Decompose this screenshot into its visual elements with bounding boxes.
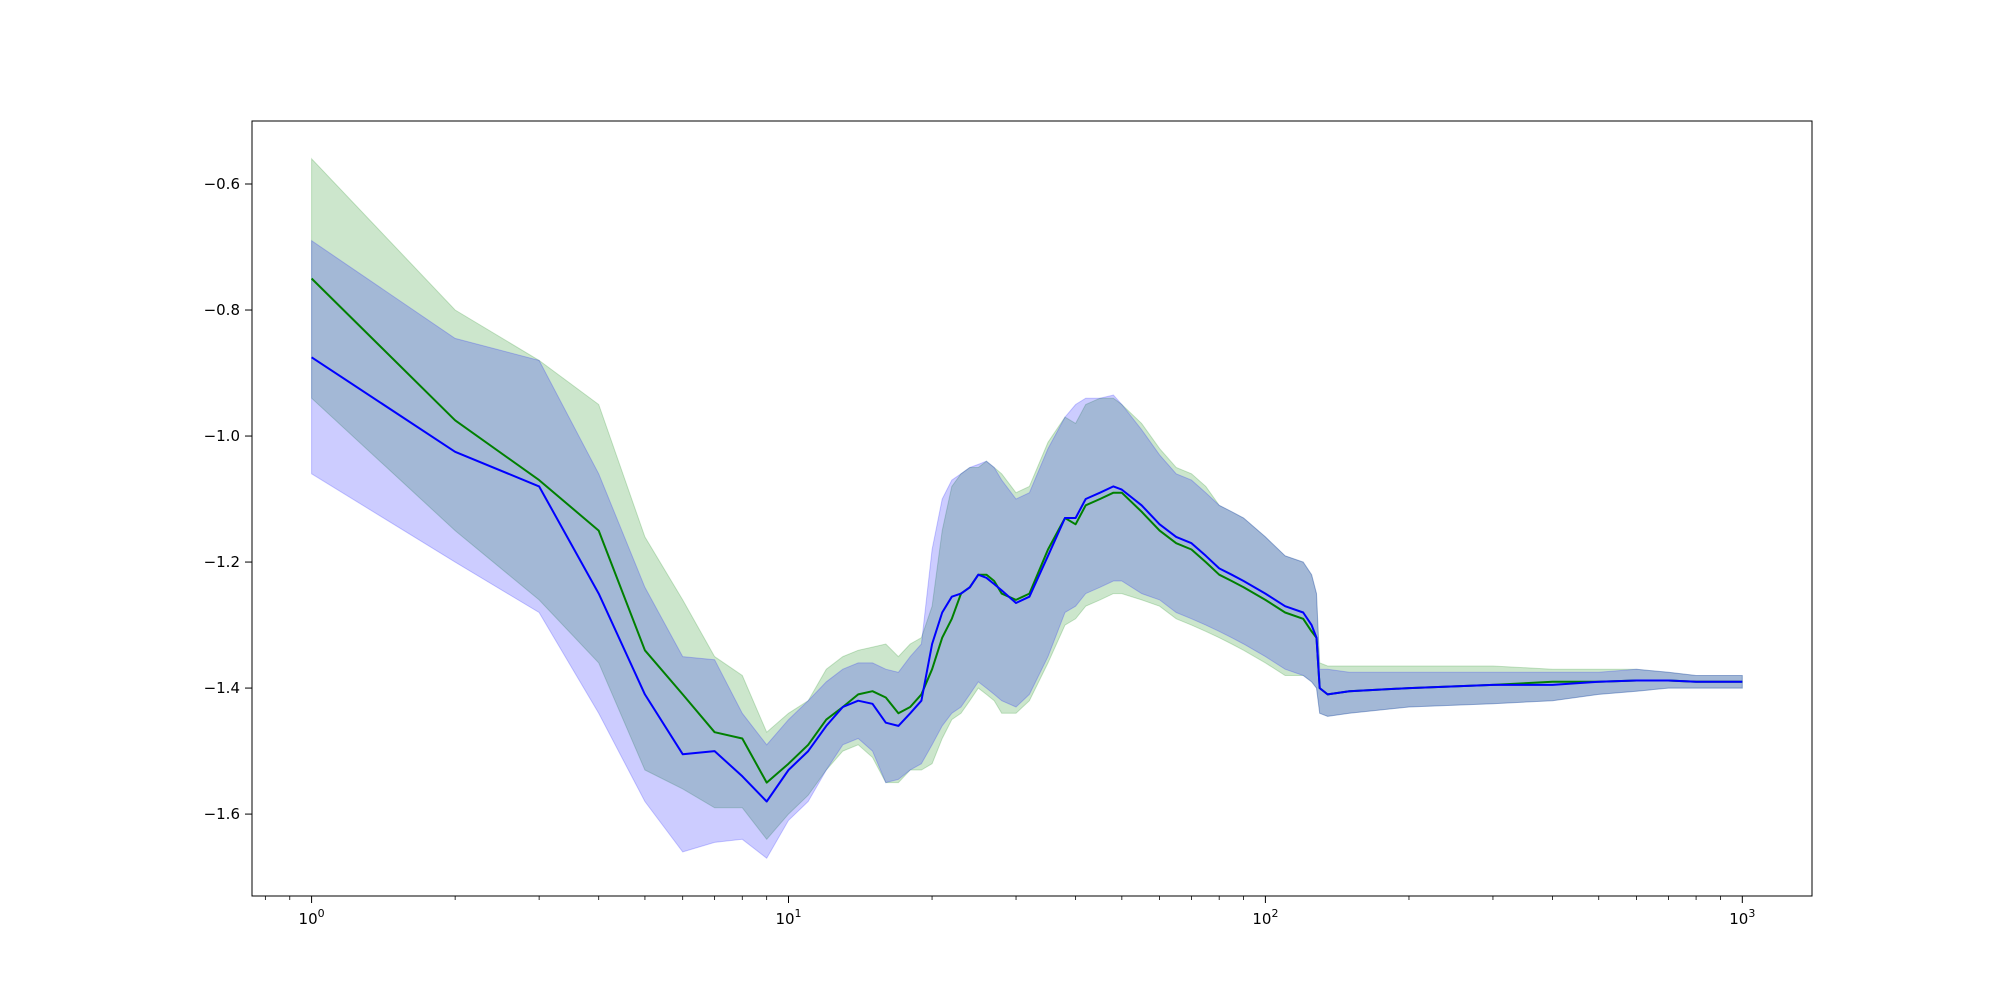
x-tick-label-3: 103 [1729,907,1755,928]
y-tick-label-1: −0.8 [204,301,240,319]
bands-layer [311,157,1743,859]
series-0-band [311,157,1743,841]
y-axis: −0.6 −0.8 −1.0 −1.2 −1.4 −1.6 [204,175,252,823]
y-tick-label-2: −1.0 [204,427,240,445]
y-tick-label-4: −1.4 [204,679,240,697]
plot-frame [251,120,1813,897]
x-axis: 100 101 102 103 [264,896,1755,928]
y-tick-label-0: −0.6 [204,175,240,193]
y-tick-label-3: −1.2 [204,553,240,571]
x-tick-label-2: 102 [1252,907,1278,928]
lines-layer [310,277,1743,803]
series-1-band [311,239,1743,859]
series-1-line [311,356,1743,803]
x-tick-label-1: 101 [775,907,801,928]
x-tick-label-0: 100 [299,907,325,928]
y-tick-label-5: −1.6 [204,805,240,823]
